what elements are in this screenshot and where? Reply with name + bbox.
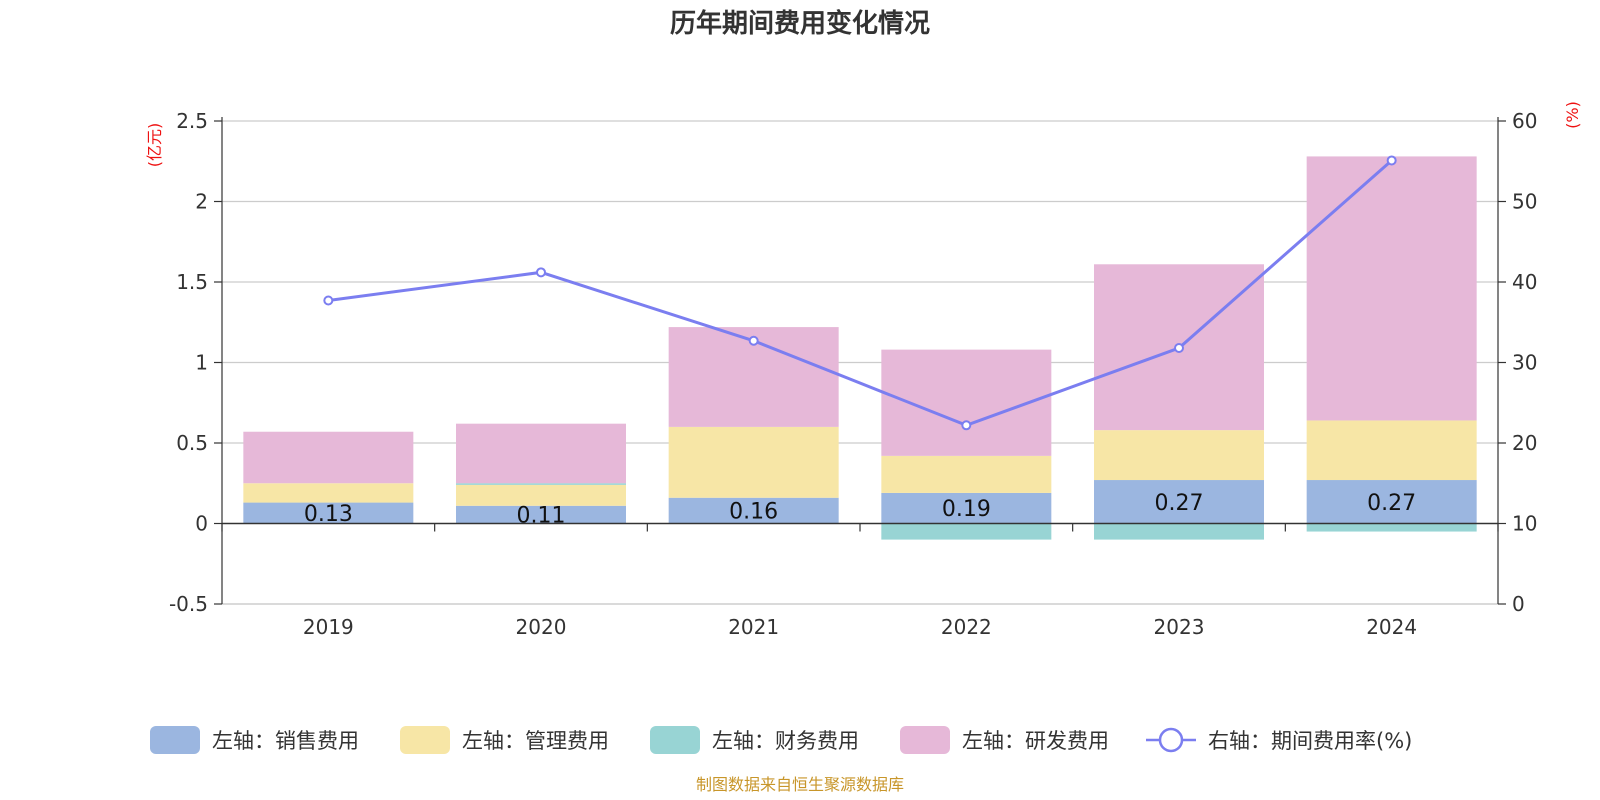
legend-label: 左轴：财务费用 (712, 729, 859, 753)
bar-segment-1 (881, 455, 1052, 493)
rate-point (323, 295, 334, 306)
left-tick-label: -0.5 (169, 592, 208, 616)
rate-point (961, 420, 972, 431)
legend-label: 左轴：销售费用 (212, 729, 359, 753)
bar-segment-0 (668, 497, 839, 524)
bar-value-label: 0.16 (729, 500, 778, 525)
rate-line (328, 159, 1393, 427)
source-note: 制图数据来自恒生聚源数据库 (696, 775, 904, 794)
bar-value-label: 0.19 (942, 497, 991, 522)
right-tick-label: 50 (1512, 190, 1537, 214)
bar-segment-0 (243, 502, 414, 524)
bar-segment-1 (456, 484, 626, 506)
x-tick-label: 2024 (1366, 615, 1417, 639)
left-tick-label: 0 (195, 512, 208, 536)
bar-value-label: 0.13 (304, 502, 353, 527)
bar-segment-2 (881, 523, 1052, 540)
bar-segment-1 (1306, 420, 1477, 481)
legend-label: 右轴：期间费用率(%) (1208, 729, 1412, 753)
x-tick-label: 2019 (303, 615, 354, 639)
legend-label: 左轴：管理费用 (462, 729, 609, 753)
left-tick-label: 1.5 (176, 270, 208, 294)
bar-segment-0 (1306, 480, 1477, 524)
legend-item-4[interactable]: 右轴：期间费用率(%) (1146, 727, 1412, 753)
rate-point (1174, 343, 1184, 354)
line-series (323, 155, 1397, 431)
bar-segment-0 (881, 492, 1052, 524)
right-axis-unit: (%) (1563, 101, 1582, 129)
bar-segment-1 (668, 426, 839, 498)
right-tick-label: 60 (1512, 109, 1537, 133)
legend-label: 左轴：研发费用 (962, 729, 1109, 753)
right-tick-label: 0 (1512, 592, 1525, 616)
left-tick-label: 2 (195, 190, 208, 214)
legend-swatch (400, 726, 450, 754)
left-tick-label: 1 (195, 351, 208, 375)
bar-segment-0 (1094, 480, 1264, 524)
legend-item-2[interactable]: 左轴：财务费用 (650, 726, 859, 754)
right-tick-label: 30 (1512, 351, 1537, 375)
bar-segment-1 (243, 483, 414, 503)
right-tick-label: 20 (1512, 431, 1537, 455)
bar-value-label: 0.11 (517, 504, 566, 529)
x-tick-label: 2022 (941, 615, 992, 639)
legend-item-0[interactable]: 左轴：销售费用 (150, 726, 359, 754)
rate-point (536, 267, 546, 278)
right-tick-label: 40 (1512, 270, 1537, 294)
legend-swatch (150, 726, 200, 754)
legend-swatch (900, 726, 950, 754)
data-labels: 0.13 0.11 0.16 0.19 0.27 0.27 (304, 491, 1416, 529)
bar-segment-0 (456, 505, 626, 524)
x-tick-label: 2023 (1154, 615, 1205, 639)
legend[interactable]: 左轴：销售费用 左轴：管理费用 左轴：财务费用 左轴：研发费用 右轴：期间费用率(%) (150, 726, 1412, 754)
legend-item-3[interactable]: 左轴：研发费用 (900, 726, 1109, 754)
bar-value-label: 0.27 (1367, 491, 1416, 516)
rate-point (1386, 155, 1397, 166)
legend-item-1[interactable]: 左轴：管理费用 (400, 726, 609, 754)
left-tick-label: 2.5 (176, 109, 208, 133)
rate-point (748, 335, 759, 346)
right-tick-label: 10 (1512, 512, 1537, 536)
axes: -0.5 0 0.5 1 1.5 2 2.5 0 10 20 30 40 50 60 2019 2020 202… (169, 109, 1537, 639)
bar-value-label: 0.27 (1155, 491, 1204, 516)
left-axis-unit: (亿元) (145, 123, 164, 168)
bar-series (243, 156, 1477, 540)
bar-segment-1 (1094, 430, 1264, 481)
chart-title: 历年期间费用变化情况 (670, 8, 930, 39)
legend-circle-icon (1158, 727, 1184, 753)
legend-swatch (650, 726, 700, 754)
x-tick-label: 2021 (728, 615, 779, 639)
bar-segment-3 (456, 423, 626, 484)
bar-segment-2 (456, 483, 626, 485)
x-tick-label: 2020 (516, 615, 567, 639)
gridlines (222, 120, 1498, 605)
bar-segment-2 (1094, 523, 1264, 540)
left-tick-label: 0.5 (176, 431, 208, 455)
bar-segment-3 (1306, 156, 1477, 421)
bar-segment-2 (1306, 523, 1477, 532)
bar-segment-3 (243, 431, 414, 484)
